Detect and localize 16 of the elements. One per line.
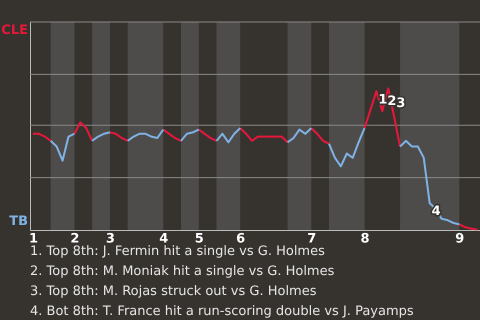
x-tick-label: 1	[28, 232, 38, 246]
text: 2. Top 8th: M. Moniak hit a single vs G. Holmes	[30, 264, 335, 279]
x-tick-label: 9	[455, 232, 464, 246]
text: 1. Top 8th: J. Fermin hit a single vs G. Holmes	[30, 244, 326, 259]
annotation: 3	[396, 96, 406, 111]
text: 4. Bot 8th: T. France hit a run-scoring double vs J. Payamps	[30, 304, 414, 319]
x-tick-label: 5	[194, 232, 204, 246]
text: TB	[9, 214, 28, 229]
text: 3. Top 8th: M. Rojas struck out vs G. Holmes	[30, 284, 317, 299]
x-tick-label: 3	[106, 232, 115, 246]
text: CLE	[1, 23, 28, 38]
x-tick-label: 6	[236, 232, 246, 246]
x-tick-label: 4	[159, 232, 168, 246]
x-tick-label: 8	[360, 232, 370, 246]
x-tick-label: 2	[70, 232, 80, 246]
x-tick-label: 7	[307, 232, 316, 246]
